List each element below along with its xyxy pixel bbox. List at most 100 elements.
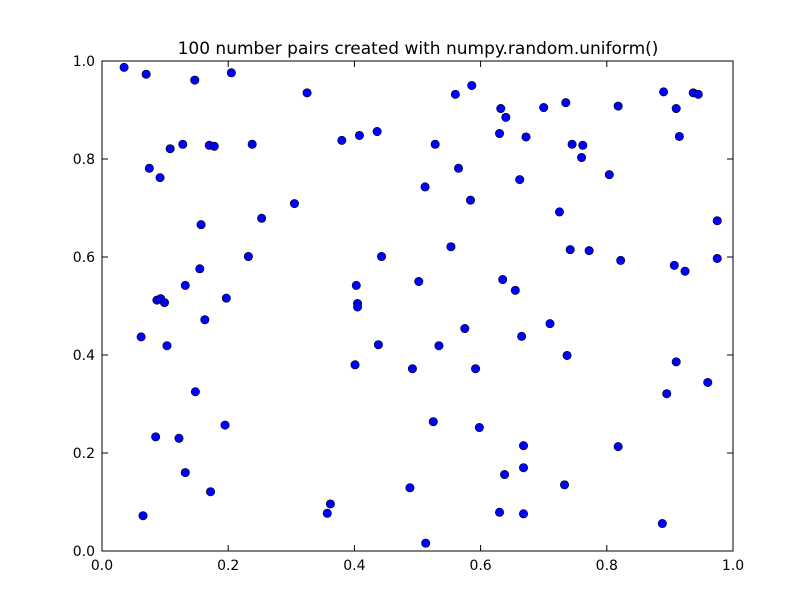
- data-point: [562, 350, 572, 360]
- data-point: [500, 470, 510, 480]
- data-point: [501, 112, 511, 122]
- data-point: [180, 280, 190, 290]
- plot-frame: [101, 60, 734, 552]
- data-point: [577, 153, 587, 163]
- data-point: [604, 170, 614, 180]
- data-point: [521, 132, 531, 142]
- x-tick-label: 1.0: [722, 558, 744, 574]
- data-point: [421, 538, 431, 548]
- data-point: [657, 519, 667, 529]
- data-point: [302, 88, 312, 98]
- x-tick-label: 0.6: [469, 558, 491, 574]
- data-point: [446, 242, 456, 252]
- data-point: [351, 280, 361, 290]
- data-point: [519, 463, 529, 473]
- x-tick-label: 0.4: [343, 558, 365, 574]
- data-point: [243, 252, 253, 262]
- points-layer: [119, 62, 722, 548]
- data-point: [471, 364, 481, 374]
- data-point: [674, 131, 684, 141]
- data-point: [200, 315, 210, 325]
- data-point: [420, 182, 430, 192]
- ticks-layer: [101, 60, 734, 552]
- y-tick-labels: 0.0 0.2 0.4 0.6 0.8 1.0: [73, 54, 95, 560]
- data-point: [616, 255, 626, 265]
- data-point: [519, 509, 529, 519]
- data-point: [141, 69, 151, 79]
- data-point: [178, 139, 188, 149]
- data-point: [613, 442, 623, 452]
- data-point: [350, 360, 360, 370]
- data-point: [289, 199, 299, 209]
- x-tick-label: 0.2: [217, 558, 239, 574]
- data-point: [669, 260, 679, 270]
- data-point: [578, 140, 588, 150]
- y-tick-label: 0.2: [73, 446, 95, 462]
- data-point: [257, 213, 267, 223]
- data-point: [119, 62, 129, 72]
- data-point: [712, 216, 722, 226]
- data-point: [495, 129, 505, 139]
- data-point: [226, 68, 236, 78]
- y-tick-label: 0.6: [73, 250, 95, 266]
- data-point: [247, 139, 257, 149]
- data-point: [195, 264, 205, 274]
- data-point: [460, 324, 470, 334]
- data-point: [680, 266, 690, 276]
- data-point: [659, 87, 669, 97]
- data-point: [180, 468, 190, 478]
- x-tick-label: 0.0: [91, 558, 113, 574]
- y-tick-label: 0.0: [73, 544, 95, 560]
- x-tick-label: 0.8: [596, 558, 618, 574]
- data-point: [510, 285, 520, 295]
- data-point: [430, 139, 440, 149]
- data-point: [450, 89, 460, 99]
- data-point: [372, 127, 382, 137]
- x-tick-labels: 0.0 0.2 0.4 0.6 0.8 1.0: [91, 558, 744, 574]
- data-point: [554, 207, 564, 217]
- data-point: [693, 89, 703, 99]
- data-point: [190, 75, 200, 85]
- data-point: [454, 163, 464, 173]
- data-point: [539, 103, 549, 113]
- data-point: [517, 331, 527, 341]
- data-point: [138, 511, 148, 521]
- y-tick-label: 1.0: [73, 54, 95, 70]
- data-point: [414, 276, 424, 286]
- data-point: [567, 139, 577, 149]
- data-point: [474, 423, 484, 433]
- data-point: [495, 507, 505, 517]
- data-point: [467, 81, 477, 91]
- data-point: [354, 130, 364, 140]
- data-point: [206, 487, 216, 497]
- data-point: [155, 173, 165, 183]
- chart-title: 100 number pairs created with numpy.rand…: [178, 39, 659, 59]
- data-point: [712, 253, 722, 263]
- data-point: [209, 141, 219, 151]
- data-point: [561, 98, 571, 108]
- data-point: [405, 483, 415, 493]
- data-point: [703, 377, 713, 387]
- data-point: [671, 357, 681, 367]
- data-point: [671, 104, 681, 114]
- data-point: [221, 293, 231, 303]
- data-point: [560, 480, 570, 490]
- data-point: [165, 144, 175, 154]
- data-point: [353, 302, 363, 312]
- data-point: [190, 387, 200, 397]
- data-point: [325, 499, 335, 509]
- data-point: [220, 420, 230, 430]
- data-point: [162, 341, 172, 351]
- data-point: [434, 341, 444, 351]
- data-point: [428, 417, 438, 427]
- data-point: [496, 104, 506, 114]
- data-point: [159, 298, 169, 308]
- data-point: [515, 175, 525, 185]
- data-point: [322, 508, 332, 518]
- data-point: [151, 432, 161, 442]
- data-point: [519, 441, 529, 451]
- data-point: [662, 389, 672, 399]
- data-point: [498, 275, 508, 285]
